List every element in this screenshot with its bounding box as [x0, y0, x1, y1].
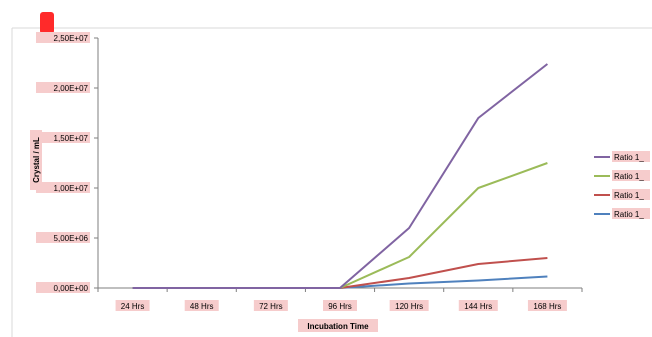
x-tick-label: 168 Hrs: [533, 302, 561, 311]
series-line-1: [132, 63, 549, 289]
y-tick-label: 1,00E+07: [54, 184, 89, 193]
x-tick-label: 144 Hrs: [464, 302, 492, 311]
y-tick-label-highlight: [36, 82, 90, 93]
x-tick-label-highlight: [323, 300, 357, 311]
y-tick-label: 1,50E+07: [54, 134, 89, 143]
x-tick-label: 72 Hrs: [259, 302, 283, 311]
x-tick-label: 96 Hrs: [328, 302, 352, 311]
x-tick-label: 120 Hrs: [395, 302, 423, 311]
legend-label-highlight: [612, 189, 650, 200]
series-line-2: [132, 162, 548, 289]
y-axis-ticks: 0,00E+00 5,00E+06 1,00E+07 1,50E+07 2,00E+07…: [36, 32, 98, 293]
x-tick-label-highlight: [389, 300, 429, 311]
y-tick-label: 5,00E+06: [54, 234, 89, 243]
legend-label-highlight: [612, 208, 650, 219]
x-tick-label-highlight: [184, 300, 219, 311]
legend-label-highlight: [612, 151, 650, 162]
legend-label: Ratio 1_: [614, 172, 644, 181]
legend-label: Ratio 1_: [614, 191, 644, 200]
x-tick-label: 24 Hrs: [121, 302, 145, 311]
series-line-3: [132, 257, 548, 289]
series-line-4: [132, 275, 548, 289]
x-tick-label-highlight: [115, 300, 150, 311]
legend: Ratio 1_ Ratio 1_ Ratio 1_ Ratio 1_: [594, 151, 650, 219]
y-tick-label-highlight: [36, 232, 90, 243]
y-tick-label-highlight: [36, 282, 90, 293]
y-tick-label: 2,00E+07: [54, 84, 89, 93]
legend-label: Ratio 1_: [614, 153, 644, 162]
y-tick-label: 0,00E+00: [54, 284, 89, 293]
x-axis-ticks: 24 Hrs 48 Hrs 72 Hrs 96 Hrs 120 Hrs 144 Hrs 16…: [97, 288, 583, 311]
y-axis-title-highlight: [30, 130, 42, 190]
y-tick-label: 2,50E+07: [54, 34, 89, 43]
x-tick-label-highlight: [253, 300, 288, 311]
series-lines: [132, 63, 549, 289]
x-tick-label-highlight: [458, 300, 498, 311]
x-axis-title-highlight: [298, 319, 378, 332]
legend-label-highlight: [612, 170, 650, 181]
y-tick-label-highlight: [36, 32, 90, 43]
x-tick-label-highlight: [527, 300, 567, 311]
red-marker-icon: [40, 12, 54, 34]
y-tick-label-highlight: [36, 182, 90, 193]
y-tick-label-highlight: [36, 132, 90, 143]
x-tick-label: 48 Hrs: [190, 302, 214, 311]
x-axis-title: Incubation Time: [307, 322, 369, 331]
legend-label: Ratio 1_: [614, 210, 644, 219]
y-axis-title: Crystal / mL: [32, 137, 41, 183]
